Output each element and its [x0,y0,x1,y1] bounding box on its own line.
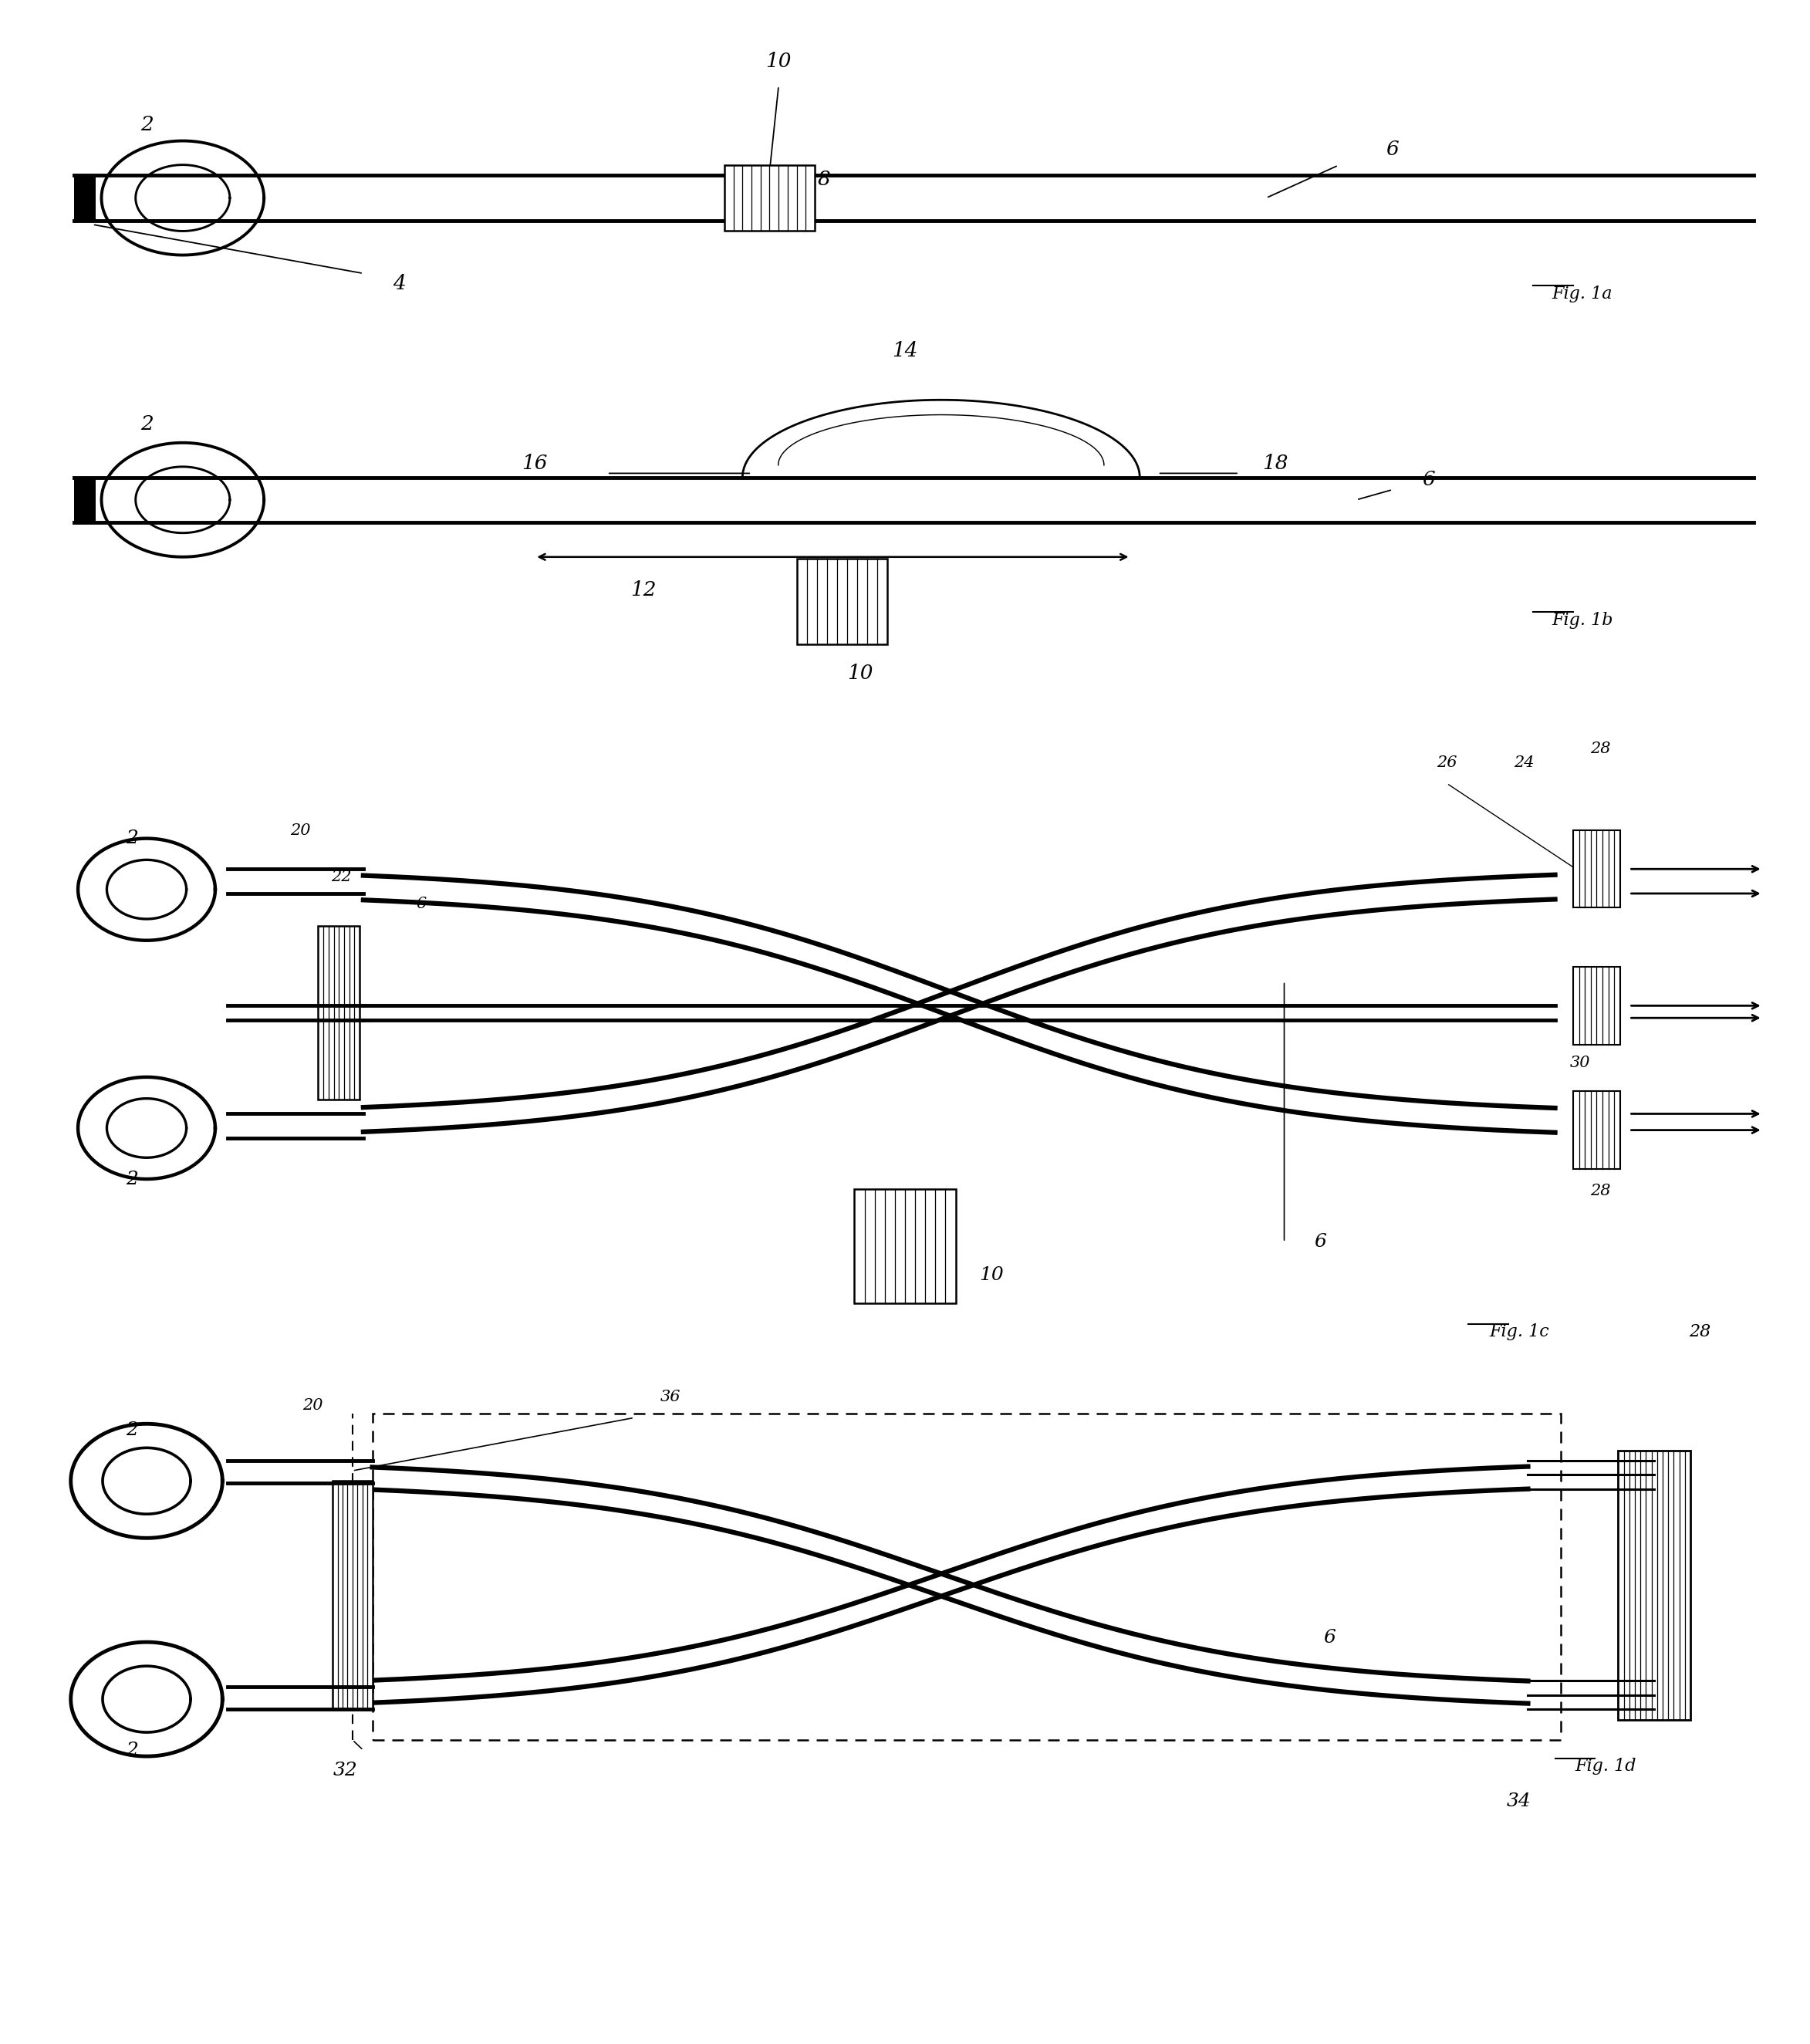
Bar [333,1482,373,1709]
Bar [1573,1091,1620,1169]
Text: 26: 26 [1437,756,1457,771]
Bar [74,176,96,221]
Text: 4: 4 [393,274,405,292]
Bar [1618,1451,1691,1719]
Text: Fig. 1d: Fig. 1d [1575,1758,1636,1774]
Bar [796,558,887,644]
Text: 22: 22 [331,871,351,885]
Text: 28: 28 [1589,1183,1611,1198]
Text: 6: 6 [1314,1233,1327,1251]
Text: Fig. 1b: Fig. 1b [1551,611,1613,630]
Text: 2: 2 [139,114,154,135]
Text: 10: 10 [766,51,791,72]
Text: Fig. 1a: Fig. 1a [1551,286,1613,303]
Bar [724,166,814,231]
Bar [74,478,96,523]
Bar [373,1414,1560,1739]
Text: 2: 2 [127,830,138,848]
Text: 10: 10 [847,664,872,683]
Text: 2: 2 [139,415,154,433]
Bar [74,176,1754,221]
Text: 24: 24 [1515,756,1535,771]
Text: 20: 20 [290,824,310,838]
Text: 34: 34 [1506,1793,1531,1811]
Bar [1573,830,1620,908]
Bar [74,478,1754,523]
Text: 6: 6 [1323,1629,1336,1647]
Text: 32: 32 [333,1762,358,1780]
Bar [854,1190,956,1304]
Text: 2: 2 [127,1421,138,1439]
Text: 20: 20 [302,1398,322,1412]
Text: 12: 12 [630,580,655,599]
Text: 18: 18 [1262,454,1289,472]
Text: 2: 2 [127,1169,138,1188]
Text: Fig. 1c: Fig. 1c [1490,1325,1549,1341]
Text: 30: 30 [1569,1055,1591,1071]
Text: 6: 6 [1423,470,1435,489]
Text: 14: 14 [892,341,918,360]
Bar [319,926,360,1100]
Text: 6: 6 [416,897,425,912]
Text: 2: 2 [127,1741,138,1760]
Text: 36: 36 [661,1390,681,1404]
Text: 16: 16 [521,454,548,472]
Bar [1573,967,1620,1044]
Text: 28: 28 [1589,742,1611,756]
Text: 8: 8 [818,170,831,190]
Text: 6: 6 [1386,139,1399,159]
Text: 28: 28 [1689,1325,1710,1341]
Text: 10: 10 [979,1265,1005,1284]
